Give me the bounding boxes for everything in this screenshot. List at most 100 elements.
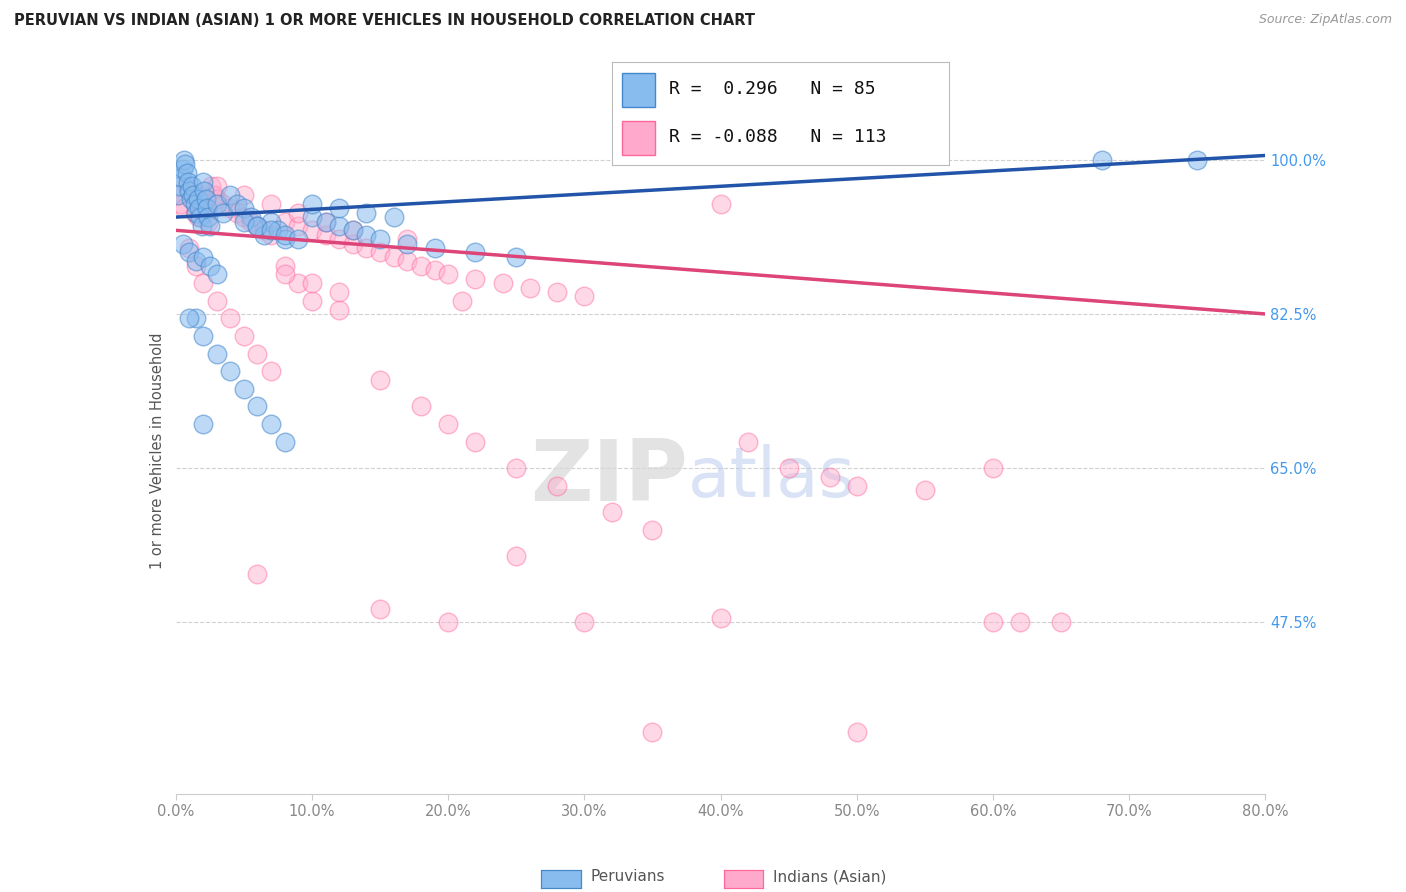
Point <box>174 157 197 171</box>
Point <box>179 241 201 255</box>
Point <box>546 285 568 299</box>
Point <box>845 478 868 492</box>
Point <box>260 223 283 237</box>
Point <box>246 400 269 414</box>
Point <box>184 197 207 211</box>
Point <box>267 223 290 237</box>
Point <box>301 276 323 290</box>
Point <box>172 236 194 251</box>
Point <box>186 259 208 273</box>
Point <box>287 205 309 219</box>
Point <box>191 276 214 290</box>
Point <box>737 434 759 449</box>
Point <box>194 205 217 219</box>
Point <box>437 417 460 431</box>
Point <box>368 373 391 387</box>
Point <box>191 329 214 343</box>
Point <box>301 210 323 224</box>
Point <box>187 202 209 216</box>
Text: R =  0.296   N = 85: R = 0.296 N = 85 <box>669 80 876 98</box>
Point <box>198 219 221 233</box>
Point <box>253 227 276 242</box>
Point <box>274 232 297 246</box>
Point <box>205 197 228 211</box>
Point <box>219 311 242 326</box>
Point <box>981 461 1004 475</box>
Point <box>180 193 202 207</box>
Point <box>219 364 242 378</box>
Point <box>328 285 350 299</box>
Point <box>342 223 364 237</box>
Point <box>195 202 218 216</box>
Point <box>219 202 242 216</box>
Point <box>368 232 391 246</box>
Point <box>492 276 515 290</box>
Point <box>1091 153 1114 167</box>
Point <box>423 241 446 255</box>
Point <box>179 311 201 326</box>
Point <box>186 210 209 224</box>
Point <box>188 188 211 202</box>
Point <box>246 566 269 581</box>
Point <box>396 254 419 268</box>
Point <box>981 615 1004 630</box>
Point <box>198 259 221 273</box>
Point <box>505 461 527 475</box>
Point <box>287 219 309 233</box>
Point <box>184 205 207 219</box>
Point <box>170 170 193 185</box>
Point <box>219 188 242 202</box>
Point <box>169 179 191 194</box>
Point <box>328 232 350 246</box>
Point <box>301 223 323 237</box>
Point <box>382 210 405 224</box>
Point <box>274 268 297 282</box>
Point <box>450 293 472 308</box>
Point <box>173 153 195 167</box>
Point <box>845 725 868 739</box>
Point <box>505 250 527 264</box>
Point <box>914 483 936 497</box>
Point <box>172 161 194 176</box>
Point <box>246 346 269 360</box>
Point <box>328 202 350 216</box>
Point <box>641 523 664 537</box>
Point <box>232 382 254 396</box>
Point <box>574 289 596 303</box>
Point <box>181 193 204 207</box>
Point <box>176 166 198 180</box>
Point <box>423 263 446 277</box>
Point <box>239 214 262 228</box>
Point <box>191 417 214 431</box>
Point <box>212 205 235 219</box>
Point <box>301 197 323 211</box>
Point <box>437 268 460 282</box>
Point <box>1187 153 1209 167</box>
Point <box>183 188 205 202</box>
Point <box>191 175 214 189</box>
Point <box>315 214 337 228</box>
Point <box>274 227 297 242</box>
Point <box>177 175 200 189</box>
Point <box>205 179 228 194</box>
Point <box>274 434 297 449</box>
Point <box>641 725 664 739</box>
Point <box>226 205 249 219</box>
Point <box>778 461 800 475</box>
Point <box>260 417 283 431</box>
Point <box>356 227 378 242</box>
Point <box>188 210 211 224</box>
Point <box>368 245 391 260</box>
Point <box>179 245 201 260</box>
Point <box>186 311 208 326</box>
Point <box>232 214 254 228</box>
Point <box>197 214 219 228</box>
Point <box>368 602 391 616</box>
Point <box>328 302 350 317</box>
Point <box>287 232 309 246</box>
Point <box>464 434 486 449</box>
Point <box>202 188 225 202</box>
Point <box>464 272 486 286</box>
Point <box>200 179 222 194</box>
Point <box>274 214 297 228</box>
